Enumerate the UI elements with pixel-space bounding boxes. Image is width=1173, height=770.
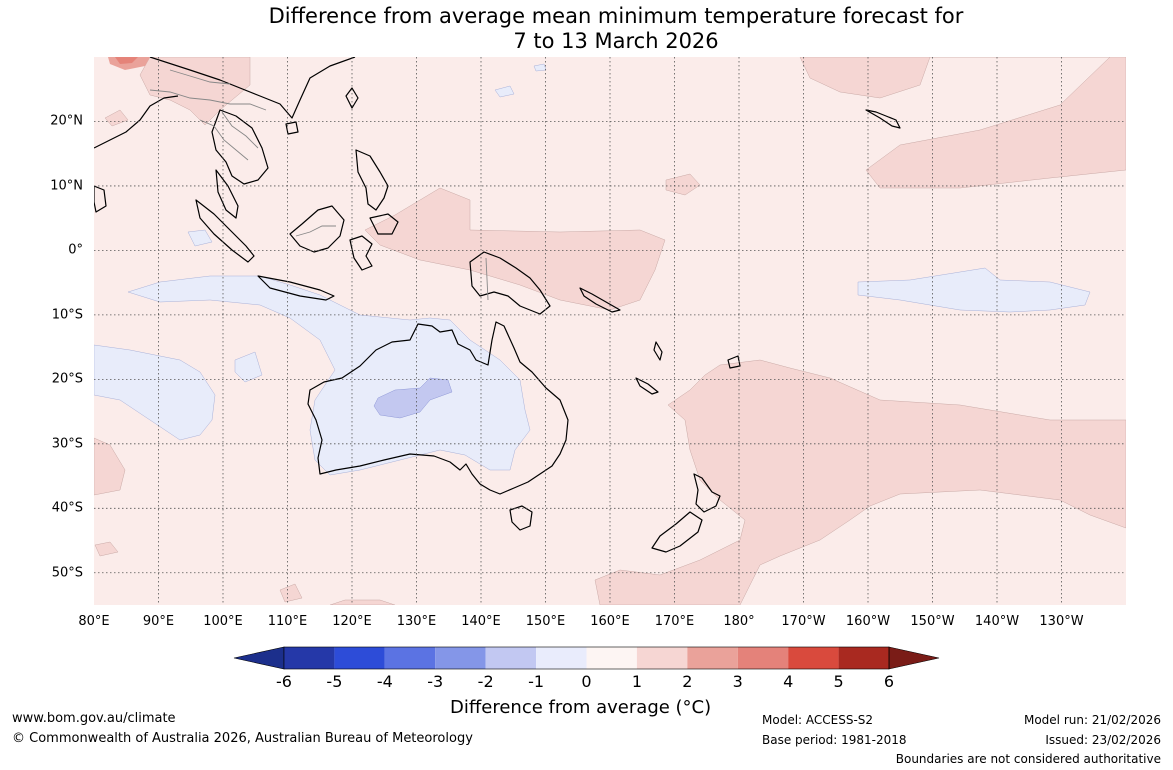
china-coast bbox=[149, 57, 356, 119]
cool-region-tiny-1 bbox=[494, 85, 515, 98]
model-run-date: Model run: 21/02/2026 bbox=[1023, 713, 1161, 727]
cool-region-small-sea bbox=[187, 229, 213, 247]
copyright-text: © Commonwealth of Australia 2026, Austra… bbox=[12, 731, 473, 746]
cool-spot-central-australia bbox=[373, 377, 453, 419]
sulawesi-coast bbox=[349, 235, 373, 271]
longitude-label: 80°E bbox=[78, 614, 110, 629]
colorbar-tick-label: -3 bbox=[427, 672, 444, 691]
website-link[interactable]: www.bom.gov.au/climate bbox=[12, 711, 176, 726]
longitude-label: 160°W bbox=[845, 614, 891, 629]
colorbar-tick-label: 4 bbox=[783, 672, 794, 691]
longitude-label: 130°E bbox=[396, 614, 437, 629]
graticule bbox=[94, 57, 1126, 605]
warm-region-southwest-pacific bbox=[594, 359, 1126, 605]
solomon-islands bbox=[579, 287, 621, 313]
strong-warm-spots bbox=[108, 57, 150, 70]
longitude-label: 140°E bbox=[461, 614, 501, 629]
india-coast bbox=[94, 95, 179, 149]
latitude-label: 40°S bbox=[51, 500, 83, 516]
tasmania-coast bbox=[509, 505, 533, 531]
longitude-label: 160°E bbox=[590, 614, 630, 629]
chart-title: Difference from average mean minimum tem… bbox=[0, 4, 1173, 54]
colorbar-tick-label: -5 bbox=[326, 672, 343, 691]
cool-region-tiny-2 bbox=[533, 63, 547, 72]
longitude-label: 150°W bbox=[910, 614, 955, 629]
title-line-1: Difference from average mean minimum tem… bbox=[268, 4, 964, 28]
mindanao-coast bbox=[369, 213, 399, 235]
warm-region-hawaii-north bbox=[799, 57, 931, 99]
colorbar-tick-label: 3 bbox=[732, 672, 743, 691]
warm-region-north-pacific bbox=[800, 57, 1126, 189]
warm-region-small-2 bbox=[279, 583, 303, 603]
longitude-label: 100°E bbox=[203, 614, 243, 629]
latitude-label: 20°N bbox=[50, 113, 83, 129]
longitude-label: 130°W bbox=[1039, 614, 1084, 629]
warm-anomaly-regions bbox=[94, 57, 1126, 605]
warm-region-south-ocean bbox=[329, 599, 396, 605]
latitude-label: 10°N bbox=[50, 178, 83, 194]
latitude-label: 10°S bbox=[51, 307, 83, 323]
warm-region-png bbox=[364, 187, 666, 311]
new-caledonia bbox=[635, 377, 659, 395]
longitude-label: 180° bbox=[723, 614, 755, 629]
boundaries-disclaimer: Boundaries are not considered authoritat… bbox=[895, 752, 1161, 766]
colorbar-tick-label: 2 bbox=[682, 672, 693, 691]
model-name: Model: ACCESS-S2 bbox=[762, 713, 874, 727]
warm-region-small-3 bbox=[104, 109, 129, 127]
cool-region-small-indian bbox=[234, 351, 263, 383]
coastlines bbox=[94, 57, 901, 553]
colorbar-tick-label: 6 bbox=[883, 672, 895, 691]
fiji bbox=[727, 355, 741, 369]
new-zealand-north bbox=[693, 473, 721, 513]
warm-region-southeast-asia bbox=[139, 57, 251, 126]
australia-coast bbox=[307, 321, 569, 495]
longitude-label: 110°E bbox=[267, 614, 308, 629]
sumatra-coast bbox=[195, 199, 255, 263]
new-zealand-south bbox=[651, 511, 703, 553]
java-coast bbox=[257, 275, 335, 301]
colorbar-tick-label: -4 bbox=[376, 672, 393, 691]
longitude-label: 170°W bbox=[781, 614, 826, 629]
taiwan bbox=[345, 87, 359, 109]
malay-peninsula bbox=[215, 169, 239, 219]
hainan bbox=[285, 121, 299, 135]
longitude-label: 140°W bbox=[974, 614, 1020, 629]
latitude-label: 20°S bbox=[51, 371, 83, 387]
latitude-label: 30°S bbox=[51, 436, 83, 452]
longitude-label: 170°E bbox=[654, 614, 695, 629]
cool-region-indian-ocean bbox=[94, 344, 216, 441]
borneo-coast bbox=[289, 205, 345, 253]
colorbar-tick-label: -6 bbox=[276, 672, 292, 691]
sri-lanka bbox=[94, 185, 107, 213]
colorbar-tick-label: 5 bbox=[833, 672, 844, 691]
indochina-coast bbox=[211, 109, 269, 185]
colorbar-tick-label: 0 bbox=[581, 672, 592, 691]
warm-region-small-1 bbox=[94, 541, 119, 557]
colorbar-tick-label: -2 bbox=[477, 672, 494, 691]
philippines-coast bbox=[355, 149, 389, 211]
new-guinea-coast bbox=[469, 251, 551, 315]
hawaii bbox=[865, 109, 901, 129]
longitude-label: 150°E bbox=[525, 614, 566, 629]
latitude-label: 50°S bbox=[51, 565, 83, 581]
country-borders bbox=[149, 69, 489, 301]
longitude-label: 90°E bbox=[142, 614, 175, 629]
issued-date: Issued: 23/02/2026 bbox=[1045, 733, 1161, 747]
cool-region-east-pacific bbox=[857, 267, 1091, 313]
vanuatu bbox=[653, 341, 663, 361]
title-line-2: 7 to 13 March 2026 bbox=[513, 29, 719, 53]
latitude-label: 0° bbox=[68, 242, 83, 258]
longitude-label: 120°E bbox=[332, 614, 372, 629]
colorbar-tick-label: -1 bbox=[528, 672, 545, 691]
colorbar-title: Difference from average (°C) bbox=[450, 697, 712, 718]
base-period: Base period: 1981-2018 bbox=[762, 733, 907, 747]
colorbar-tick-label: 1 bbox=[631, 672, 642, 691]
